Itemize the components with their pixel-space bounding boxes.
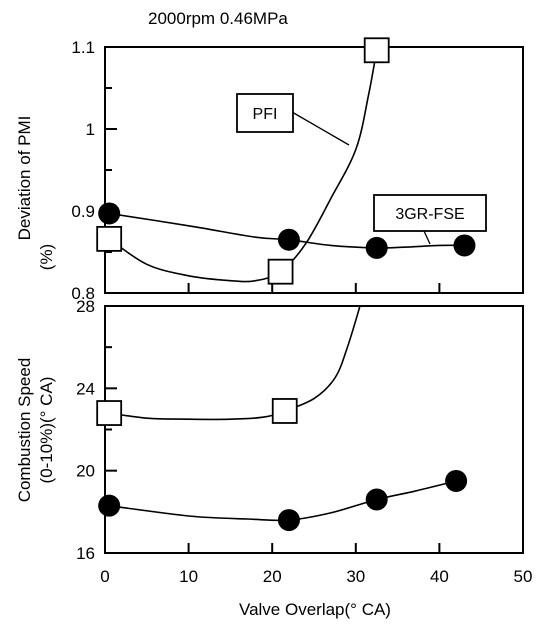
top-pfi-point-2 <box>363 37 390 64</box>
x-axis-label: Valve Overlap(° CA) <box>239 600 391 619</box>
top-3gr-fse-point-3 <box>453 234 476 257</box>
top-3gr-fse-point-1 <box>277 228 300 251</box>
top-3gr-fse-point-2 <box>365 236 388 259</box>
top-panel-frame <box>104 46 524 294</box>
top-y-tick-label-3: 1.1 <box>71 38 95 57</box>
bottom-pfi-point-0 <box>96 400 123 426</box>
x-tick-label-2: 20 <box>263 567 282 586</box>
x-tick-label-3: 30 <box>346 567 365 586</box>
bottom-y-tick-label-1: 20 <box>76 462 95 481</box>
x-tick-label-0: 0 <box>100 567 109 586</box>
chart-title: 2000rpm 0.46MPa <box>148 9 288 28</box>
x-tick-label-5: 50 <box>514 567 533 586</box>
x-tick-label-4: 40 <box>430 567 449 586</box>
top-pfi-point-0 <box>96 225 123 252</box>
bottom-panel-y-ticks: 16 20 24 28 <box>76 297 117 563</box>
bottom-y-tick-label-2: 24 <box>76 379 95 398</box>
3gr-fse-label-leader <box>423 230 431 245</box>
pfi-label-leader <box>291 111 350 146</box>
bottom-pfi-point-1 <box>271 398 298 424</box>
bottom-3gr-fse-point-1 <box>277 509 300 532</box>
pfi-label-box <box>236 93 294 133</box>
top-3gr-fse-point-0 <box>98 202 121 225</box>
bottom-y-tick-label-0: 16 <box>76 544 95 563</box>
bottom-3gr-fse-point-2 <box>365 488 388 511</box>
top-ylabel-line2: (%) <box>37 244 56 270</box>
top-pfi-point-1 <box>267 258 294 285</box>
top-ylabel-line1: Deviation of PMI <box>15 116 34 241</box>
x-axis-ticks: 0 10 20 30 40 50 <box>100 283 532 586</box>
3gr-fse-label: 3GR-FSE <box>395 206 464 223</box>
top-pfi-line <box>108 50 378 283</box>
pfi-label: PFI <box>253 106 278 123</box>
top-panel: 0.80.911.1 PFI 3GR-FSE Deviation of PMI … <box>15 37 524 303</box>
bottom-3gr-fse-point-3 <box>445 469 468 492</box>
bottom-3gr-fse-point-0 <box>98 494 121 517</box>
top-y-tick-label-1: 0.9 <box>71 202 95 221</box>
bottom-ylabel-line1: Combustion Speed <box>15 358 34 503</box>
bottom-y-tick-label-3: 28 <box>76 297 95 316</box>
bottom-panel: 16 20 24 28 Combustion Speed (0-10%)(° CA) <box>15 297 524 563</box>
top-y-tick-label-0: 0.8 <box>71 284 95 303</box>
top-3gr-fse-line <box>109 212 465 249</box>
bottom-3gr-fse-line <box>109 480 457 522</box>
3gr-fse-label-box <box>373 194 487 232</box>
x-tick-label-1: 10 <box>179 567 198 586</box>
top-panel-series <box>96 37 476 285</box>
bottom-pfi-line <box>109 306 361 421</box>
top-y-tick-label-2: 1 <box>86 120 95 139</box>
bottom-ylabel-line2: (0-10%)(° CA) <box>37 377 56 484</box>
bottom-panel-series <box>96 306 468 532</box>
top-panel-y-ticks: 0.8 0.9 1 1.1 <box>71 38 117 303</box>
